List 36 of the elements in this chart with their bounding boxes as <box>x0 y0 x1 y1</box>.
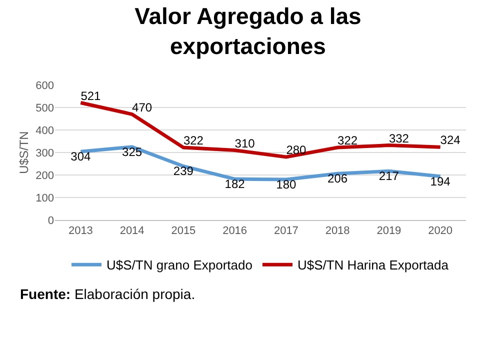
x-tick-label: 2015 <box>171 225 196 238</box>
y-axis-title: U$S/TN <box>16 131 31 174</box>
data-label: 239 <box>173 164 194 178</box>
source-note: Fuente: Elaboración propia. <box>20 286 196 302</box>
data-label: 182 <box>224 177 246 192</box>
data-label: 322 <box>338 134 358 148</box>
x-tick-label: 2017 <box>274 225 298 238</box>
data-label: 310 <box>234 136 256 150</box>
x-tick-label: 2019 <box>376 225 402 238</box>
data-label: 180 <box>276 178 297 192</box>
y-tick-label: 400 <box>36 124 54 137</box>
data-label: 217 <box>378 169 400 184</box>
data-label: 325 <box>122 144 142 159</box>
legend-label: U$S/TN Harina Exportada <box>297 258 450 273</box>
y-tick-label: 600 <box>36 80 54 92</box>
y-tick-label: 0 <box>48 214 54 227</box>
data-label: 332 <box>388 131 410 146</box>
x-tick-label: 2018 <box>325 225 350 238</box>
x-tick-label: 2016 <box>222 225 248 238</box>
data-label: 304 <box>70 150 92 164</box>
x-tick-label: 2013 <box>68 225 93 238</box>
y-tick-label: 100 <box>36 192 54 204</box>
x-tick-label: 2014 <box>120 225 144 238</box>
data-label: 324 <box>440 133 461 148</box>
data-label: 206 <box>328 172 348 186</box>
y-tick-label: 200 <box>36 170 54 182</box>
data-label: 322 <box>183 134 204 148</box>
y-tick-label: 500 <box>36 102 54 114</box>
data-label: 521 <box>80 88 102 103</box>
data-label: 470 <box>132 100 152 114</box>
x-tick-label: 2020 <box>428 225 453 238</box>
data-label: 280 <box>286 143 307 157</box>
legend-label: U$S/TN grano Exportado <box>106 258 252 273</box>
data-label: 194 <box>430 174 451 188</box>
y-tick-label: 300 <box>36 147 54 160</box>
chart-title: Valor Agregado a las exportaciones <box>134 2 362 59</box>
